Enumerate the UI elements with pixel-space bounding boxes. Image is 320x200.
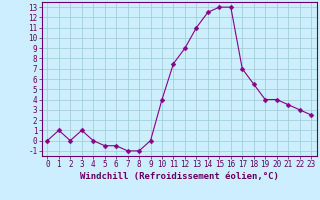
X-axis label: Windchill (Refroidissement éolien,°C): Windchill (Refroidissement éolien,°C) (80, 172, 279, 181)
